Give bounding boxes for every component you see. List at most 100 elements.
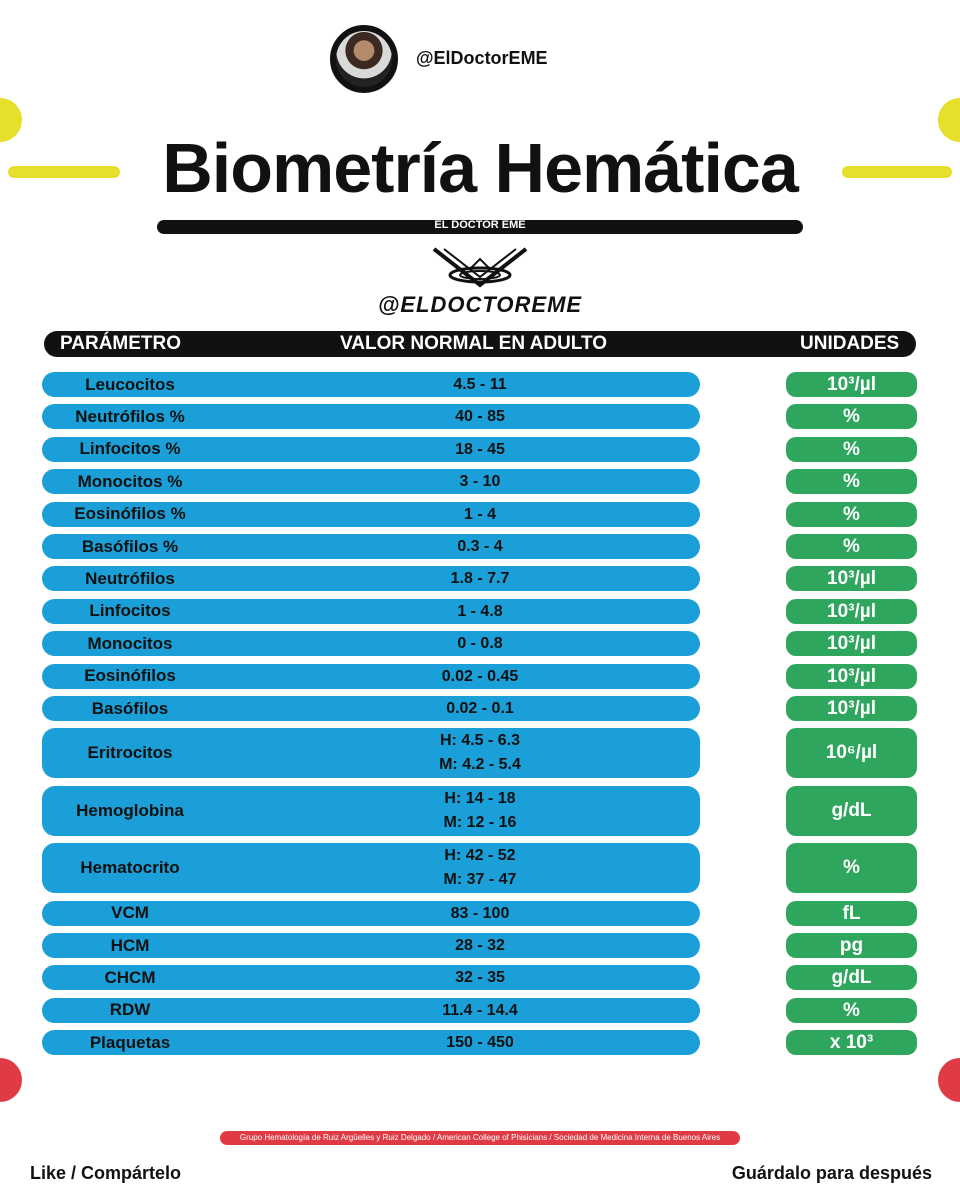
- row-background: [42, 843, 700, 894]
- unit-badge: %: [786, 436, 917, 462]
- avatar: [330, 25, 398, 93]
- row-background: [42, 1030, 700, 1056]
- unit-badge: %: [786, 534, 917, 559]
- table-row: Linfocitos 1 - 4.8 10³/µl: [0, 598, 960, 624]
- unit-badge: %: [786, 469, 917, 495]
- normal-value: 18 - 45: [455, 440, 505, 458]
- footer-save-text: Guárdalo para después: [731, 1163, 932, 1183]
- row-background: [42, 404, 700, 430]
- table-row: Eritrocitos H: 4.5 - 6.3 M: 4.2 - 5.4 10⁶/µ…: [0, 728, 960, 779]
- normal-value-female: M: 12 - 16: [443, 813, 517, 831]
- row-background: [42, 501, 700, 527]
- table-row: Neutrófilos 1.8 - 7.7 10³/µl: [0, 566, 960, 592]
- unit-badge: 10³/µl: [786, 372, 917, 397]
- row-background: [42, 965, 700, 991]
- unit-badge: pg: [786, 933, 917, 958]
- parameter-name: Neutrófilos: [85, 568, 175, 588]
- parameter-name: Monocitos %: [77, 471, 183, 491]
- parameter-name: HCM: [110, 935, 150, 955]
- parameter-name: Linfocitos: [89, 601, 171, 621]
- table-row: Monocitos 0 - 0.8 10³/µl: [0, 631, 960, 657]
- normal-value: 1 - 4: [463, 505, 496, 523]
- normal-value: 0.02 - 0.1: [446, 700, 514, 717]
- table-row: Basófilos 0.02 - 0.1 10³/µl: [0, 696, 960, 721]
- unit-badge: %: [786, 501, 917, 527]
- table-row: Monocitos % 3 - 10%: [0, 469, 960, 495]
- normal-value-female: M: 4.2 - 5.4: [439, 756, 521, 774]
- normal-value-male: H: 42 - 52: [444, 847, 516, 865]
- table-row: RDW 11.4 - 14.4%: [0, 997, 960, 1023]
- normal-value: 1.8 - 7.7: [450, 570, 510, 588]
- normal-value: 0.3 - 4: [457, 538, 503, 555]
- normal-value-female: M: 37 - 47: [443, 871, 517, 889]
- table-row: Eosinófilos 0.02 - 0.45 10³/µl: [0, 663, 960, 689]
- subtitle-text: EL DOCTOR EME: [434, 219, 526, 231]
- row-background: [42, 933, 700, 958]
- parameter-name: Plaquetas: [89, 1032, 171, 1052]
- table-row: Neutrófilos % 40 - 85%: [0, 404, 960, 430]
- table-row: Plaquetas 150 - 450 x 10³: [0, 1030, 960, 1056]
- normal-value-male: H: 4.5 - 6.3: [439, 732, 521, 750]
- parameter-name: Eritrocitos: [87, 743, 173, 763]
- normal-value: 1 - 4.8: [457, 602, 503, 620]
- parameter-name: RDW: [109, 1000, 151, 1020]
- normal-value: 32 - 35: [455, 969, 505, 987]
- unit-badge: 10³/µl: [786, 696, 917, 721]
- unit-badge: 10³/µl: [786, 663, 917, 689]
- parameter-name: Leucocitos: [85, 374, 175, 394]
- table-row: Hematocrito H: 42 - 52 M: 37 - 47%: [0, 843, 960, 894]
- row-background: [42, 900, 700, 926]
- normal-value: 28 - 32: [455, 937, 505, 954]
- normal-value: 40 - 85: [455, 408, 505, 426]
- row-background: [42, 997, 700, 1023]
- yellow-dot-left: [0, 98, 22, 142]
- brand-logo-icon: [432, 247, 528, 288]
- unit-badge: fL: [786, 900, 917, 926]
- table-row: Linfocitos % 18 - 45%: [0, 436, 960, 462]
- parameter-name: Hemoglobina: [76, 800, 184, 820]
- unit-badge: 10³/µl: [786, 598, 917, 624]
- table-row: Hemoglobina H: 14 - 18 M: 12 - 16 g/dL: [0, 785, 960, 836]
- parameter-name: Hematocrito: [80, 858, 180, 878]
- unit-badge: 10³/µl: [786, 566, 917, 592]
- unit-badge: g/dL: [786, 785, 917, 836]
- unit-badge: %: [786, 997, 917, 1023]
- yellow-bar-left: [8, 166, 120, 178]
- normal-value: 0 - 0.8: [457, 635, 503, 653]
- row-background: [42, 696, 700, 721]
- row-background: [42, 469, 700, 495]
- column-header-parameter: PARÁMETRO: [60, 333, 182, 354]
- normal-value: 0.02 - 0.45: [441, 667, 519, 685]
- red-dot-right: [938, 1058, 960, 1102]
- yellow-bar-right: [842, 166, 952, 178]
- row-background: [42, 534, 700, 559]
- parameter-name: Basófilos %: [81, 536, 179, 556]
- normal-value: 3 - 10: [459, 473, 501, 491]
- parameter-name: Basófilos: [91, 698, 169, 718]
- column-header-value: VALOR NORMAL EN ADULTO: [340, 333, 608, 354]
- page-title: Biometría Hemática: [162, 129, 799, 207]
- row-background: [42, 631, 700, 657]
- normal-value: 83 - 100: [450, 904, 510, 922]
- red-dot-left: [0, 1058, 22, 1102]
- normal-value-male: H: 14 - 18: [444, 789, 516, 807]
- sources-bar: Grupo Hematología de Ruiz Argüelles y Ru…: [220, 1131, 740, 1145]
- parameter-name: VCM: [111, 903, 149, 923]
- parameter-name: Linfocitos %: [79, 439, 181, 459]
- unit-badge: x 10³: [786, 1030, 917, 1056]
- unit-badge: 10⁶/µl: [786, 728, 917, 779]
- parameter-name: Neutrófilos %: [75, 406, 185, 426]
- row-background: [42, 566, 700, 592]
- normal-value: 4.5 - 11: [453, 376, 507, 393]
- brand-handle: @ELDOCTOREME: [377, 292, 583, 317]
- unit-badge: g/dL: [786, 965, 917, 991]
- row-background: [42, 663, 700, 689]
- row-background: [42, 728, 700, 779]
- table-row: CHCM 32 - 35 g/dL: [0, 965, 960, 991]
- parameter-name: Monocitos: [87, 633, 173, 653]
- parameter-name: CHCM: [104, 967, 156, 987]
- normal-value: 11.4 - 14.4: [442, 1001, 518, 1019]
- normal-value: 150 - 450: [446, 1034, 514, 1052]
- parameter-name: Eosinófilos: [84, 666, 176, 686]
- yellow-dot-right: [938, 98, 960, 142]
